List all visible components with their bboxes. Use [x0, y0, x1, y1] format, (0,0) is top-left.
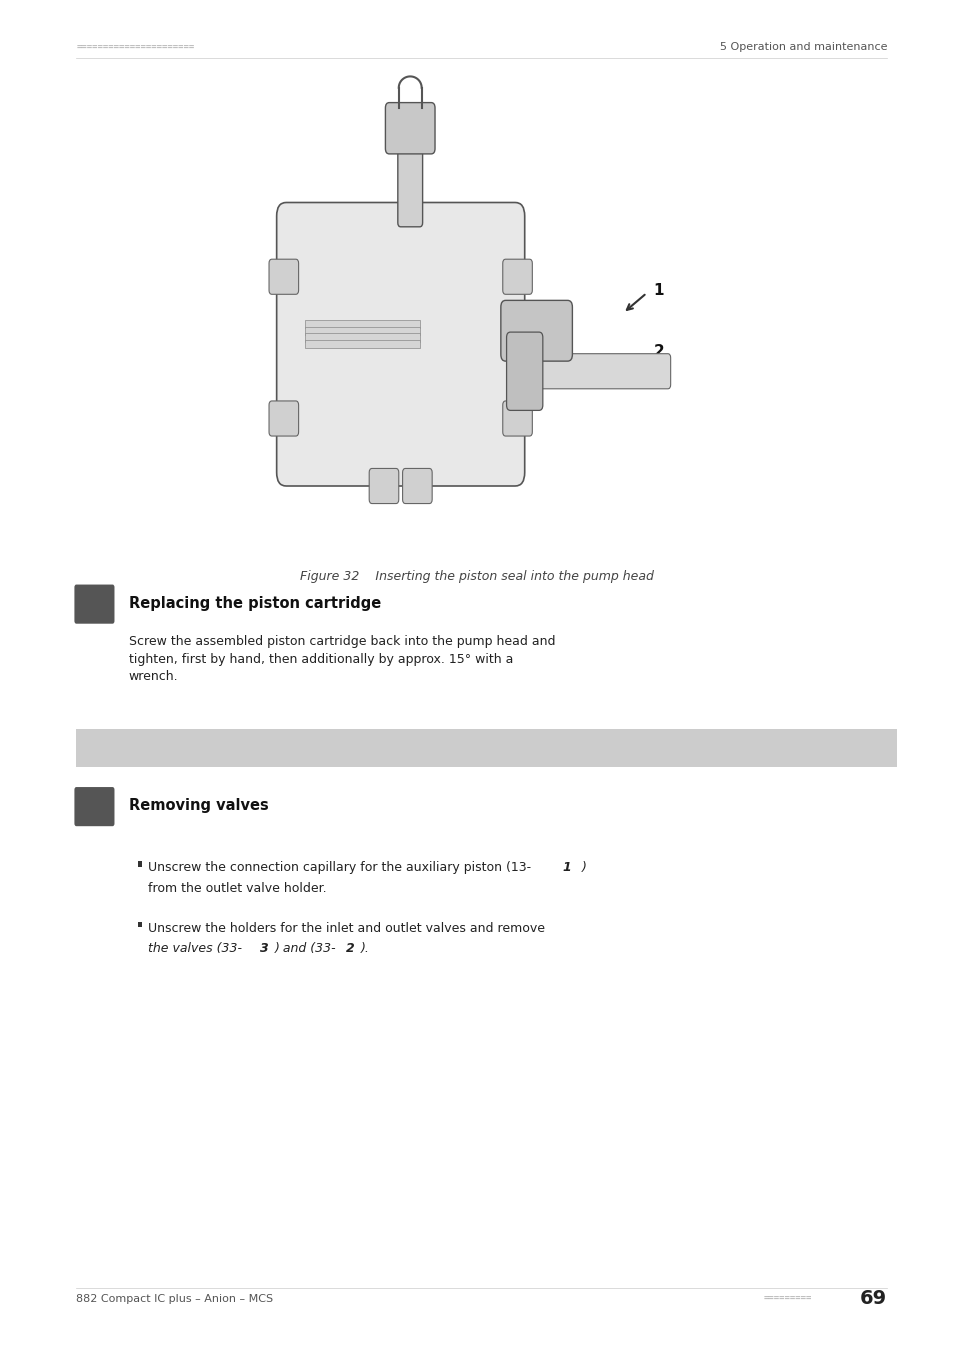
FancyBboxPatch shape — [269, 259, 298, 294]
Text: 3: 3 — [260, 942, 269, 956]
FancyBboxPatch shape — [385, 103, 435, 154]
FancyBboxPatch shape — [369, 468, 398, 504]
FancyBboxPatch shape — [521, 354, 670, 389]
Text: the valves (33-: the valves (33- — [148, 942, 242, 956]
Bar — [305, 333, 419, 342]
Text: Figure 32    Inserting the piston seal into the pump head: Figure 32 Inserting the piston seal into… — [300, 570, 653, 583]
Text: Replacing the piston cartridge: Replacing the piston cartridge — [129, 595, 380, 612]
Text: 69: 69 — [860, 1289, 886, 1308]
FancyBboxPatch shape — [506, 332, 542, 410]
Text: ) and (33-: ) and (33- — [274, 942, 336, 956]
Text: 2: 2 — [346, 942, 355, 956]
FancyBboxPatch shape — [502, 401, 532, 436]
Text: Screw the assembled piston cartridge back into the pump head and
tighten, first : Screw the assembled piston cartridge bac… — [129, 634, 555, 683]
Bar — [305, 340, 419, 348]
Text: ): ) — [581, 861, 586, 875]
Bar — [138, 922, 142, 927]
FancyBboxPatch shape — [402, 468, 432, 504]
Bar — [305, 320, 419, 328]
FancyBboxPatch shape — [74, 585, 114, 624]
Text: 1: 1 — [653, 282, 663, 298]
Text: ======================: ====================== — [76, 43, 194, 51]
Text: 2: 2 — [653, 343, 663, 359]
Text: ).: ). — [360, 942, 369, 956]
Bar — [138, 861, 142, 867]
Text: =========: ========= — [762, 1295, 811, 1303]
Text: 1: 1 — [90, 799, 99, 813]
Text: 882 Compact IC plus – Anion – MCS: 882 Compact IC plus – Anion – MCS — [76, 1293, 274, 1304]
Text: 5 Operation and maintenance: 5 Operation and maintenance — [719, 42, 886, 53]
Text: 1: 1 — [562, 861, 571, 875]
Bar — [305, 327, 419, 335]
Text: 4: 4 — [90, 597, 99, 610]
FancyBboxPatch shape — [397, 131, 422, 227]
FancyBboxPatch shape — [74, 787, 114, 826]
Text: Unscrew the connection capillary for the auxiliary piston (13-: Unscrew the connection capillary for the… — [148, 861, 531, 875]
FancyBboxPatch shape — [500, 301, 572, 362]
FancyBboxPatch shape — [502, 259, 532, 294]
Text: Cleaning the inlet valve and outlet valve: Cleaning the inlet valve and outlet valv… — [129, 741, 433, 755]
FancyBboxPatch shape — [276, 202, 524, 486]
FancyBboxPatch shape — [269, 401, 298, 436]
Text: Removing valves: Removing valves — [129, 798, 268, 814]
Bar — [76, 729, 896, 767]
Text: from the outlet valve holder.: from the outlet valve holder. — [148, 882, 326, 895]
Text: Unscrew the holders for the inlet and outlet valves and remove: Unscrew the holders for the inlet and ou… — [148, 922, 544, 936]
